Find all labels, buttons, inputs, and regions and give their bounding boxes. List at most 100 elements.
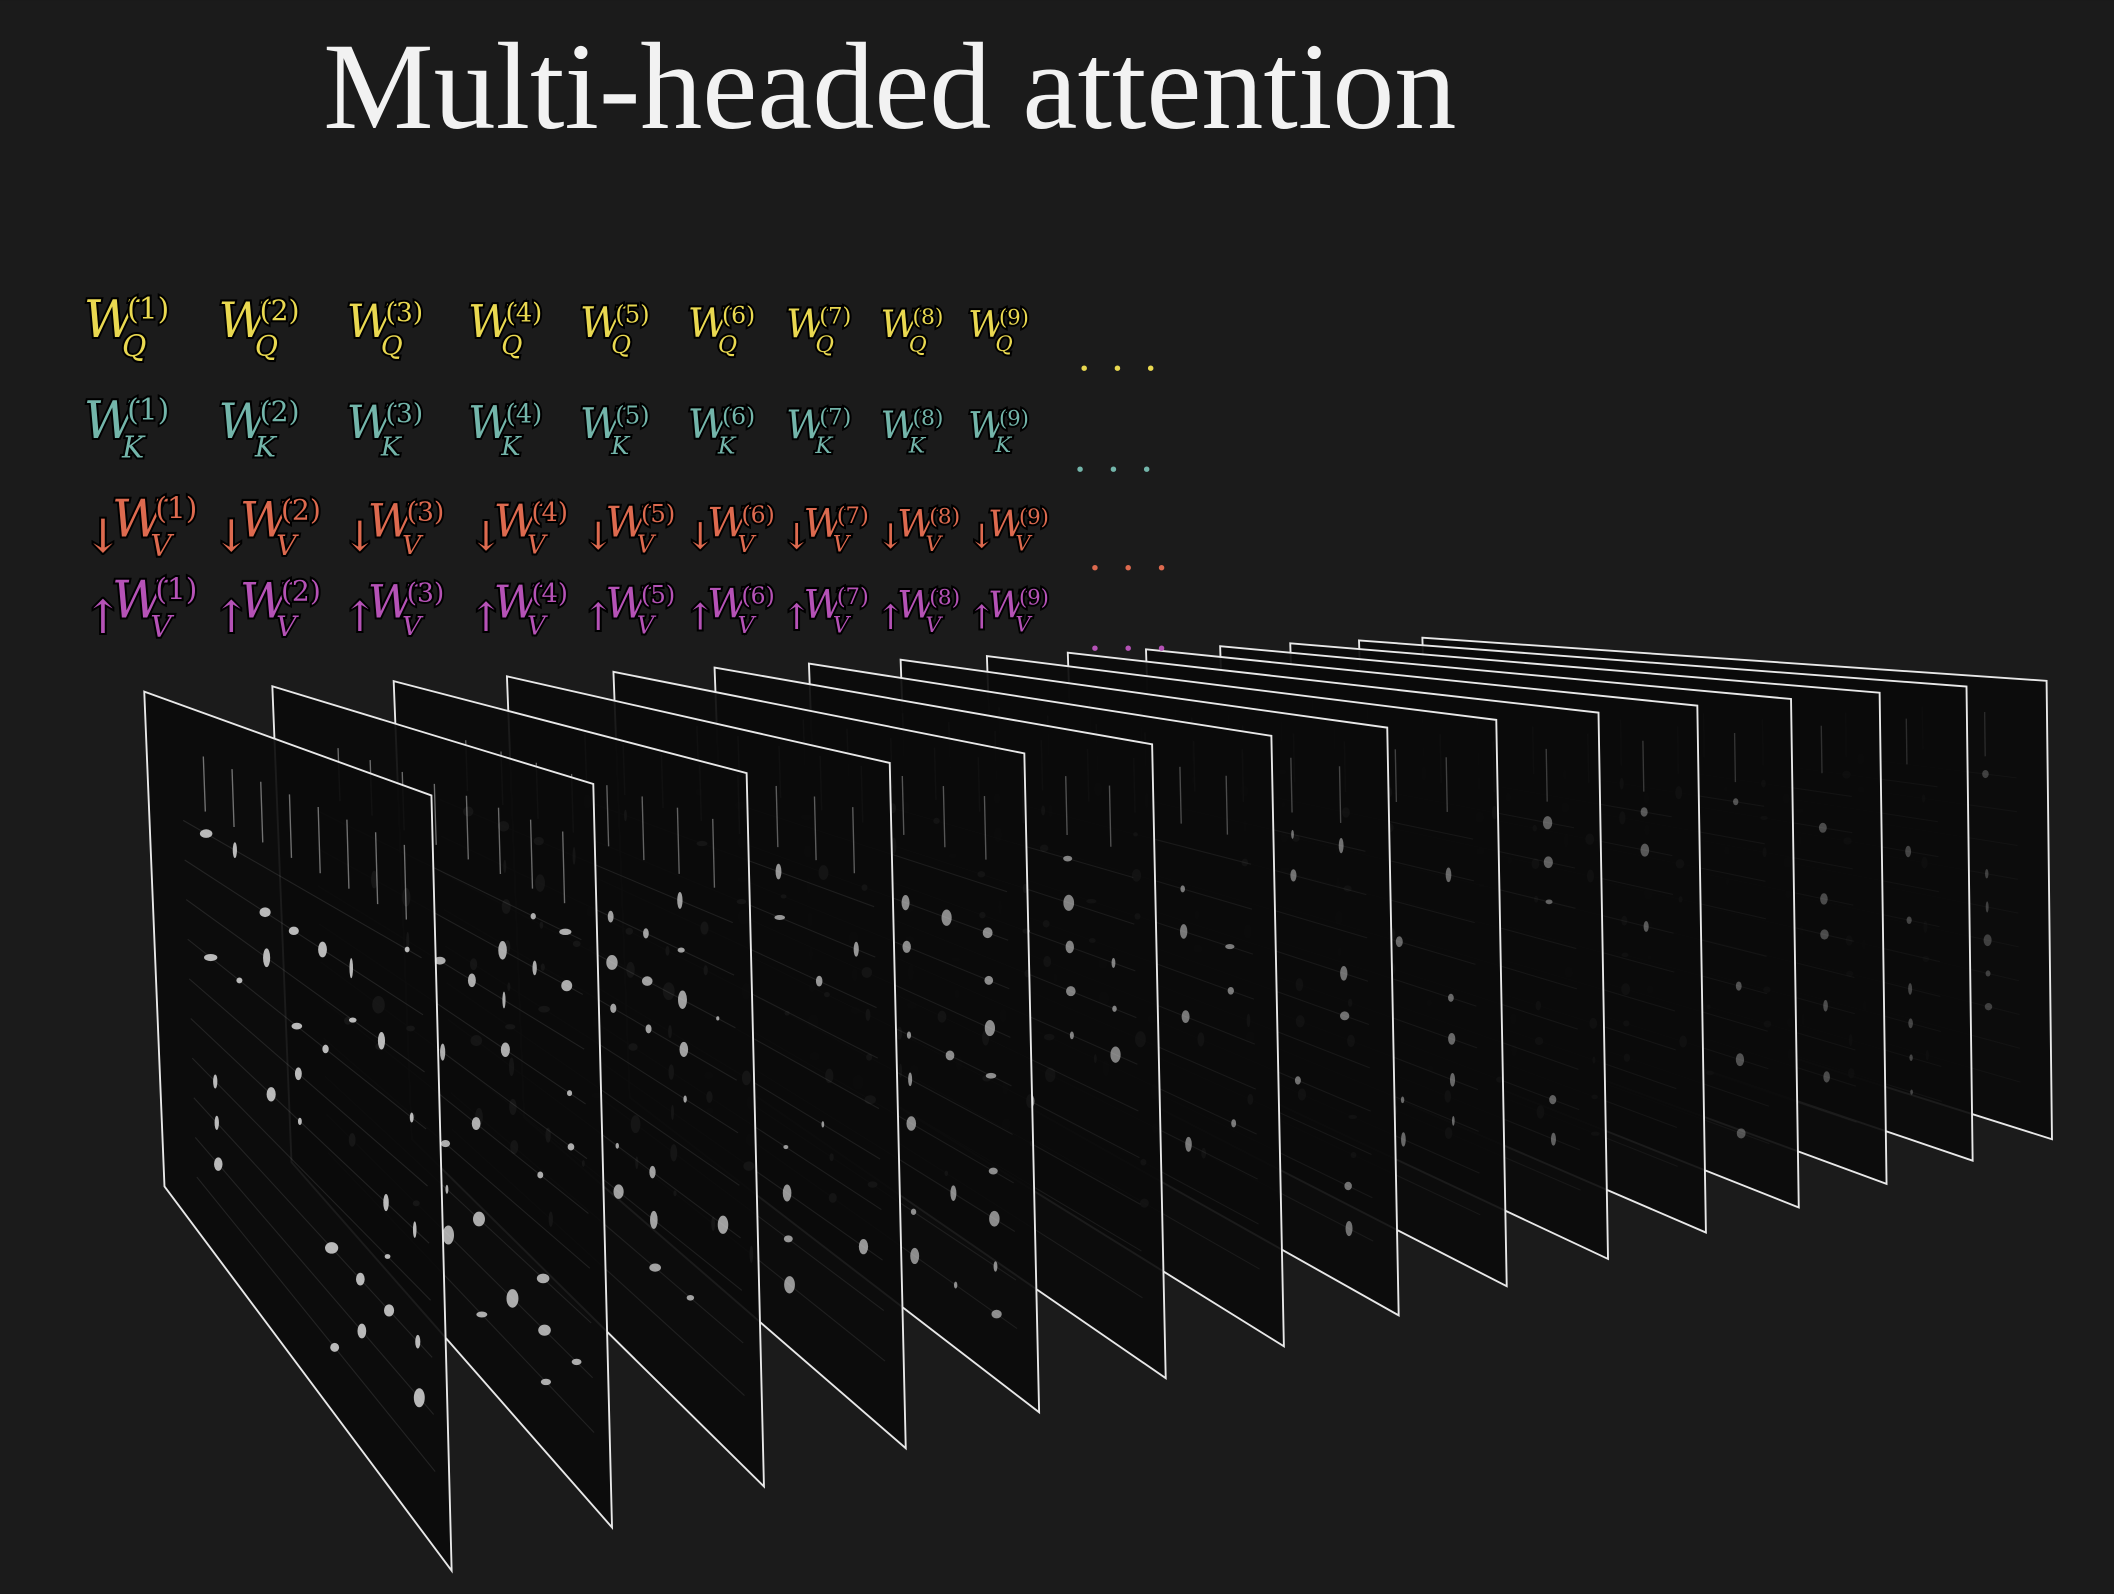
panel-dot [1643,921,1649,932]
arrow: ↓ [469,514,503,560]
superscript: (3) [407,577,445,608]
panel-dot [853,941,859,957]
arrow: ↓ [213,511,250,562]
subscript: V [150,529,174,564]
panel-dot [1225,943,1235,950]
superscript: (5) [615,299,649,328]
panel-dot [1231,1119,1237,1128]
matrix-symbol: W [84,391,141,451]
panel-dot [677,891,683,909]
panel-arrow [1225,775,1229,835]
panel-dot [204,954,218,962]
panel-dot [1906,916,1912,924]
panel-dot [1985,868,1989,879]
panel-dot [199,829,213,838]
arrow: ↓ [876,517,904,557]
panel-dot [1451,1115,1455,1126]
matrix-label: ↑W(1)V [82,568,200,647]
panel-dot [1820,893,1828,905]
panel-dot [357,1323,367,1339]
matrix-symbol: W [494,577,543,628]
panel-dot [815,975,823,987]
subscript: Q [718,330,737,358]
matrix-symbol: W [880,302,922,346]
matrix-symbol: W [112,570,169,630]
matrix-label: ↑W(5)V [580,576,677,641]
matrix-symbol: W [112,490,169,550]
panel-dot [1820,929,1829,940]
subscript: K [254,431,278,464]
panel-arrow [606,785,610,847]
matrix-label: ↓W(3)V [340,492,446,563]
panel-dot [982,927,993,939]
panel-dot [355,1272,365,1286]
panel [143,690,453,1574]
subscript: Q [501,331,522,361]
superscript: (5) [615,401,649,430]
subscript: V [737,611,756,639]
superscript: (6) [742,500,775,528]
arrow: ↑ [582,595,614,639]
matrix-label: ↓W(1)V [82,488,200,567]
panel-dot [783,1235,793,1243]
subscript: V [276,529,299,562]
arrow: ↓ [582,514,614,558]
arrow: ↓ [968,518,995,556]
panel-dot [1733,798,1739,806]
panel-dot [1449,1072,1456,1087]
panel-dot [1185,1136,1192,1152]
arrow: ↑ [685,596,716,639]
panel-dot [500,1042,510,1057]
subscript: K [717,432,737,460]
panel-arrow [317,806,321,874]
panel-dot [442,1225,455,1245]
matrix-symbol: W [218,293,272,349]
panel-dot [1448,993,1454,1002]
subscript: K [500,432,522,462]
panel-dot [1291,829,1294,839]
panel-dot [1905,845,1912,858]
panel-dot [383,1194,389,1212]
arrow: ↓ [685,515,716,558]
panel-dot [214,1157,223,1171]
panel-dot [910,1247,920,1265]
panel-dot [1395,936,1403,948]
matrix-symbol: W [240,493,294,549]
matrix-label: W(5)K [578,397,652,462]
panel-arrow [1445,757,1448,812]
panel-dot [991,1309,1002,1319]
matrix-symbol: W [84,290,141,350]
subscript: V [637,610,657,639]
arrow: ↑ [968,598,995,636]
panel-arrow [676,807,680,874]
matrix-symbol: W [346,395,397,449]
superscript: (2) [281,494,321,527]
arrow: ↑ [342,593,377,641]
panel-dot [1543,856,1553,869]
matrix-label: ↓W(4)V [467,495,570,563]
matrix-label: ↑W(7)V [780,580,871,640]
subscript: V [833,531,852,557]
superscript: (3) [385,297,423,328]
panel-arrow [1338,766,1342,823]
panel-dot [984,975,994,985]
panel-dot [330,1342,340,1352]
panel-dot [567,1143,575,1151]
subscript: K [380,432,403,463]
panel-dot [650,1210,658,1229]
panel-dot [783,1145,789,1150]
ellipsis: • • • [1089,638,1175,660]
panel-dot [325,1242,339,1254]
panel-dot [993,1261,998,1272]
matrix-label: W(8)Q [878,300,945,359]
matrix-symbol: W [897,502,939,546]
matrix-label: W(2)K [216,392,301,465]
panel-dot [291,1022,303,1030]
panel-dot [683,1095,687,1103]
matrix-label: ↑W(8) V [874,580,962,639]
panel-dot [901,895,910,911]
panel-dot [506,1289,519,1308]
superscript: (8) [912,305,943,330]
matrix-symbol: W [988,503,1028,546]
panel-arrow [641,796,645,861]
